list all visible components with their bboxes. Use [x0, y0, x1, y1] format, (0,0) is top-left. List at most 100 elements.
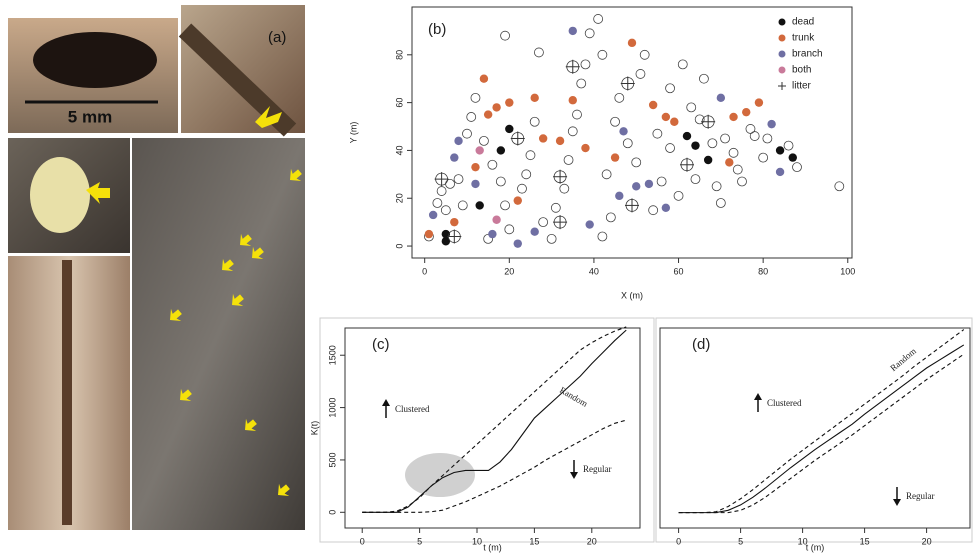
point [759, 153, 768, 162]
point [670, 118, 678, 126]
point [526, 151, 535, 160]
point [454, 175, 463, 184]
photo-panel: 5 mm (a) [8, 5, 305, 530]
point [553, 215, 567, 229]
annotation: Random [888, 346, 918, 373]
point [492, 216, 500, 224]
panel-label: (b) [428, 21, 446, 38]
point [750, 132, 759, 141]
legend-marker [779, 35, 786, 42]
point [755, 98, 763, 106]
x-axis-label: X (m) [621, 290, 643, 300]
y-axis-label: K(t) [309, 421, 319, 436]
point [691, 175, 700, 184]
y-tick-label: 1500 [327, 345, 337, 365]
legend-label: both [792, 65, 811, 76]
x-tick-label: 15 [860, 536, 870, 546]
line [362, 327, 626, 512]
photo-shoot [181, 5, 305, 133]
point [514, 239, 522, 247]
point [569, 27, 577, 35]
point [522, 170, 531, 179]
point [497, 146, 505, 154]
x-tick-label: 0 [676, 536, 681, 546]
point [530, 117, 539, 126]
legend-marker [779, 51, 786, 58]
point [437, 187, 446, 196]
panel-label: (a) [268, 29, 286, 46]
annotation: Clustered [395, 404, 430, 414]
point [501, 31, 510, 40]
line [362, 330, 626, 512]
point [585, 220, 593, 228]
point [784, 141, 793, 150]
point [763, 134, 772, 143]
beetle [33, 32, 157, 88]
x-tick-label: 80 [758, 266, 768, 276]
point [429, 211, 437, 219]
point [581, 144, 589, 152]
y-tick-label: 80 [394, 50, 404, 60]
point [699, 74, 708, 83]
point [615, 93, 624, 102]
point [602, 170, 611, 179]
point [450, 218, 458, 226]
point [767, 120, 775, 128]
arrow-head [570, 472, 578, 479]
point [611, 117, 620, 126]
point [530, 228, 538, 236]
annotation: Regular [583, 464, 612, 474]
point [721, 134, 730, 143]
point [632, 182, 640, 190]
y-tick-label: 1000 [327, 398, 337, 418]
point [712, 182, 721, 191]
point [441, 206, 450, 215]
point [653, 129, 662, 138]
point [680, 158, 694, 172]
point [729, 113, 737, 121]
point [446, 179, 455, 188]
point [518, 184, 527, 193]
point [530, 94, 538, 102]
point [534, 48, 543, 57]
arrow-head [893, 499, 901, 506]
point [433, 199, 442, 208]
point [463, 129, 472, 138]
point [505, 98, 513, 106]
point [649, 206, 658, 215]
point [776, 168, 784, 176]
point [619, 127, 627, 135]
legend-marker [779, 19, 786, 26]
point [564, 155, 573, 164]
x-tick-label: 0 [422, 266, 427, 276]
x-tick-label: 0 [360, 536, 365, 546]
point [471, 93, 480, 102]
point [505, 125, 513, 133]
point [733, 165, 742, 174]
point [729, 148, 738, 157]
y-tick-label: 500 [327, 452, 337, 467]
x-tick-label: 60 [674, 266, 684, 276]
point [628, 39, 636, 47]
point [577, 79, 586, 88]
x-tick-label: 40 [589, 266, 599, 276]
point [623, 139, 632, 148]
point [585, 29, 594, 38]
point [560, 184, 569, 193]
point [511, 131, 525, 145]
point [611, 153, 619, 161]
point [632, 158, 641, 167]
point [547, 234, 556, 243]
point [496, 177, 505, 186]
point [666, 144, 675, 153]
point [425, 230, 433, 238]
point [484, 110, 492, 118]
point [793, 163, 802, 172]
point [835, 182, 844, 191]
point [566, 60, 580, 74]
point [488, 230, 496, 238]
point [492, 103, 500, 111]
point [539, 134, 547, 142]
highlight [405, 453, 475, 497]
annotation: Random [558, 385, 589, 409]
